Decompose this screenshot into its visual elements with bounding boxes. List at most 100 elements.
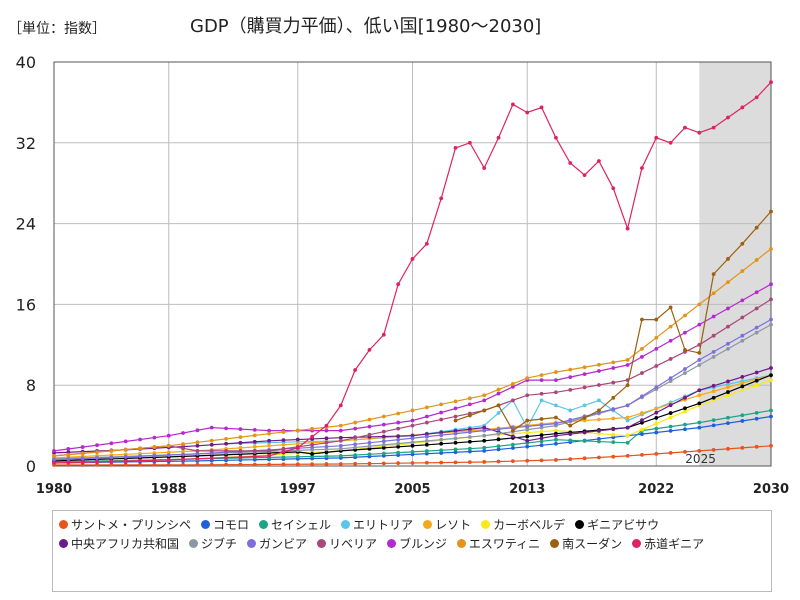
data-point bbox=[740, 419, 745, 423]
legend-label: セイシェル bbox=[271, 518, 332, 532]
data-point bbox=[597, 362, 601, 367]
data-point bbox=[554, 378, 558, 383]
data-point bbox=[683, 330, 687, 335]
data-point bbox=[396, 450, 401, 455]
data-point bbox=[181, 446, 185, 451]
data-point bbox=[238, 435, 243, 440]
data-point bbox=[654, 426, 659, 431]
data-point bbox=[424, 460, 429, 465]
legend-label: ブルンジ bbox=[399, 537, 447, 551]
data-point bbox=[754, 378, 759, 383]
data-point bbox=[640, 420, 644, 425]
data-point bbox=[181, 442, 185, 446]
legend-item: ジブチ bbox=[189, 534, 237, 553]
data-point bbox=[568, 457, 573, 462]
data-point bbox=[324, 447, 329, 452]
data-point bbox=[654, 317, 659, 322]
data-point bbox=[769, 373, 773, 377]
data-point bbox=[554, 428, 558, 433]
data-point bbox=[582, 430, 587, 435]
data-point bbox=[668, 140, 673, 145]
data-point bbox=[324, 444, 329, 449]
data-point bbox=[439, 441, 444, 446]
legend-item: エスワティニ bbox=[456, 534, 540, 553]
data-point bbox=[611, 186, 616, 191]
data-point bbox=[539, 423, 544, 427]
data-point bbox=[740, 105, 745, 110]
data-point bbox=[453, 414, 458, 419]
data-point bbox=[467, 140, 472, 145]
data-point bbox=[568, 438, 573, 443]
data-point bbox=[611, 395, 616, 400]
legend-marker bbox=[423, 520, 433, 529]
legend-item: 南スーダン bbox=[550, 534, 622, 553]
data-point bbox=[482, 398, 487, 403]
x-tick-label: 1980 bbox=[36, 482, 72, 497]
data-point bbox=[726, 257, 730, 261]
legend-marker bbox=[247, 539, 257, 548]
data-point bbox=[597, 383, 601, 387]
data-point bbox=[683, 406, 687, 411]
legend-item: セイシェル bbox=[259, 515, 331, 534]
data-point bbox=[539, 436, 544, 441]
data-point bbox=[252, 448, 257, 453]
data-point bbox=[381, 422, 386, 427]
data-point bbox=[310, 454, 315, 459]
data-point bbox=[654, 364, 659, 368]
data-point bbox=[740, 413, 745, 418]
data-point bbox=[582, 365, 587, 370]
data-point bbox=[295, 441, 300, 446]
data-point bbox=[625, 454, 630, 458]
data-point bbox=[539, 373, 544, 377]
data-point bbox=[152, 458, 157, 463]
data-point bbox=[697, 420, 702, 425]
legend-item: コモロ bbox=[201, 515, 249, 534]
data-point bbox=[539, 458, 544, 463]
legend-item: リベリア bbox=[317, 534, 377, 553]
y-tick-label: 40 bbox=[16, 53, 36, 72]
legend-label: ガンビア bbox=[259, 537, 308, 551]
y-tick-label: 0 bbox=[26, 457, 36, 476]
data-point bbox=[711, 398, 716, 403]
legend-item: ガンビア bbox=[247, 534, 307, 553]
data-point bbox=[668, 415, 673, 420]
data-point bbox=[568, 408, 573, 413]
data-point bbox=[683, 409, 687, 414]
data-point bbox=[697, 393, 702, 398]
data-point bbox=[439, 460, 444, 465]
data-point bbox=[754, 306, 759, 311]
series-line bbox=[53, 298, 772, 457]
data-point bbox=[410, 461, 415, 465]
data-point bbox=[640, 411, 644, 415]
data-point bbox=[467, 435, 472, 439]
data-point bbox=[295, 462, 300, 467]
data-point bbox=[467, 439, 472, 444]
data-point bbox=[252, 439, 257, 444]
x-tick-label: 2013 bbox=[509, 482, 545, 497]
data-point bbox=[726, 385, 730, 390]
legend-label: エリトリア bbox=[353, 518, 414, 532]
data-point bbox=[310, 451, 315, 456]
series-line bbox=[53, 367, 772, 454]
data-point bbox=[625, 418, 630, 423]
data-point bbox=[769, 317, 773, 322]
data-point bbox=[597, 159, 601, 163]
data-point bbox=[95, 456, 99, 461]
data-point bbox=[324, 454, 329, 459]
data-point bbox=[668, 376, 673, 381]
data-point bbox=[640, 371, 644, 375]
series-line bbox=[53, 319, 772, 461]
data-point bbox=[640, 346, 644, 351]
data-point bbox=[554, 441, 558, 446]
data-point bbox=[482, 425, 487, 430]
data-point bbox=[267, 438, 271, 443]
data-point bbox=[539, 398, 544, 403]
data-point bbox=[496, 431, 501, 436]
data-point bbox=[711, 395, 716, 400]
data-point bbox=[181, 431, 185, 435]
data-point bbox=[496, 135, 501, 140]
legend-item: カーボベルデ bbox=[481, 515, 565, 534]
data-point bbox=[396, 426, 401, 431]
data-point bbox=[568, 432, 573, 436]
x-tick-label: 2005 bbox=[394, 482, 430, 497]
